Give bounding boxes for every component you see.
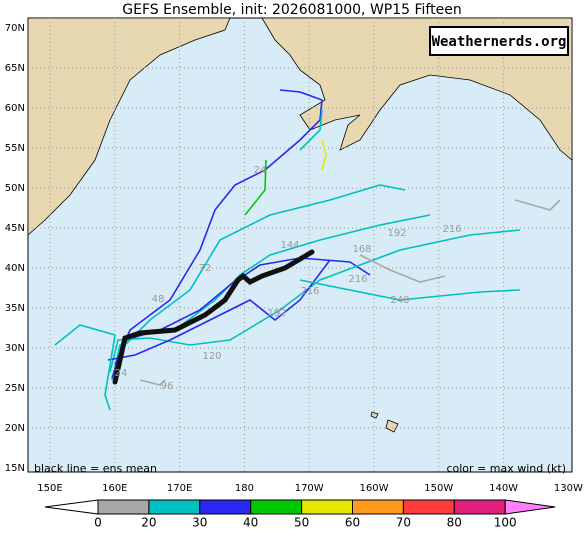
colorbar-bin [301,499,354,515]
track [139,379,166,386]
colorbar-label: 80 [447,516,462,530]
track [299,279,521,301]
map-title: GEFS Ensemble, init: 2026081000, WP15 Fi… [122,2,461,18]
hour-label: 192 [267,308,286,319]
land-asia [27,17,231,236]
lat-label: 55N [5,143,25,154]
lat-label: 50N [5,183,25,194]
track [54,324,116,411]
track [119,184,406,351]
hour-label: 120 [202,351,221,362]
watermark: Weathernerds.org [432,34,567,50]
axis-labels: 70N 65N 60N 55N 50N 45N 40N 35N 30N 25N 20N 15N 150E… [5,23,583,494]
colorbar-end [504,499,556,515]
lat-label: 45N [5,223,25,234]
colorbar-bin [148,499,201,515]
colorbar-label: 70 [396,516,411,530]
track [359,254,446,283]
lon-label: 160E [102,483,127,494]
track [107,259,331,361]
colorbar-bin [453,499,506,515]
track [109,229,521,373]
hour-labels: 24 144 168 192 216 216 240 216 192 120 96 24 48 72 [115,165,462,392]
lon-label: 150W [424,483,453,494]
lat-label: 40N [5,263,25,274]
watermark-box [429,26,569,56]
lon-label: 140W [489,483,518,494]
track [514,199,561,211]
lon-label: 130W [554,483,583,494]
lon-label: 170W [295,483,324,494]
track [321,139,327,171]
lat-label: 15N [5,463,25,474]
colorbar-label: 20 [141,516,156,530]
hour-label: 216 [442,224,461,235]
legend-left: black line = ens mean [34,462,157,475]
hour-label: 216 [300,286,319,297]
hour-label: 24 [115,368,128,379]
legend-right: color = max wind (kt) [446,462,566,475]
lat-label: 70N [5,23,25,34]
colorbar-label: 40 [243,516,258,530]
lat-label: 35N [5,303,25,314]
lat-label: 25N [5,383,25,394]
tracks [54,89,561,411]
colorbar-label: 30 [192,516,207,530]
lon-label: 150E [37,483,62,494]
hour-label: 24 [254,165,267,176]
hour-label: 216 [348,274,367,285]
lon-label: 160W [360,483,389,494]
colorbar-bin [97,499,150,515]
colorbar: 0 20 30 40 50 60 70 80 100 [44,499,556,530]
lon-label: 180 [235,483,254,494]
colorbar-bin [402,499,455,515]
hour-label: 168 [352,244,371,255]
track [244,159,267,216]
track [114,89,323,366]
track [299,109,323,151]
land-hawaii [370,411,399,433]
colorbar-bin [250,499,303,515]
colorbar-label: 0 [94,516,102,530]
colorbar-end [44,499,99,515]
colorbar-bin [199,499,252,515]
ens-mean-track [112,249,315,385]
lat-label: 30N [5,343,25,354]
lat-label: 20N [5,423,25,434]
hour-label: 72 [199,263,212,274]
lon-label: 170E [167,483,192,494]
lat-label: 65N [5,63,25,74]
hour-label: 48 [152,294,165,305]
hour-label: 144 [280,240,299,251]
grid [28,18,572,472]
hour-label: 240 [390,295,409,306]
colorbar-label: 100 [494,516,517,530]
colorbar-bin [352,499,404,515]
colorbar-label: 60 [345,516,360,530]
hour-label: 192 [387,228,406,239]
lat-label: 60N [5,103,25,114]
hour-label: 96 [161,381,174,392]
colorbar-label: 50 [294,516,309,530]
